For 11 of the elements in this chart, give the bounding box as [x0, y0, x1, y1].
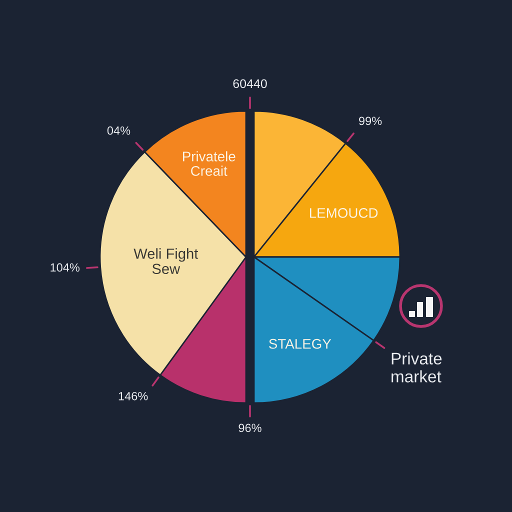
text: 99%	[359, 116, 382, 126]
slice-label: LEMOUCD	[310, 208, 378, 218]
slice-label: Weli Fight Sew	[134, 248, 198, 274]
text: 146%	[118, 392, 148, 400]
text: 60440	[233, 79, 267, 88]
text: Private market	[392, 352, 442, 382]
text: 96%	[238, 424, 262, 432]
text: 04%	[107, 126, 130, 135]
text: 104%	[50, 263, 80, 272]
slice-label: STALEGY	[269, 338, 332, 349]
slice-label: Privatele Creait	[182, 151, 236, 176]
